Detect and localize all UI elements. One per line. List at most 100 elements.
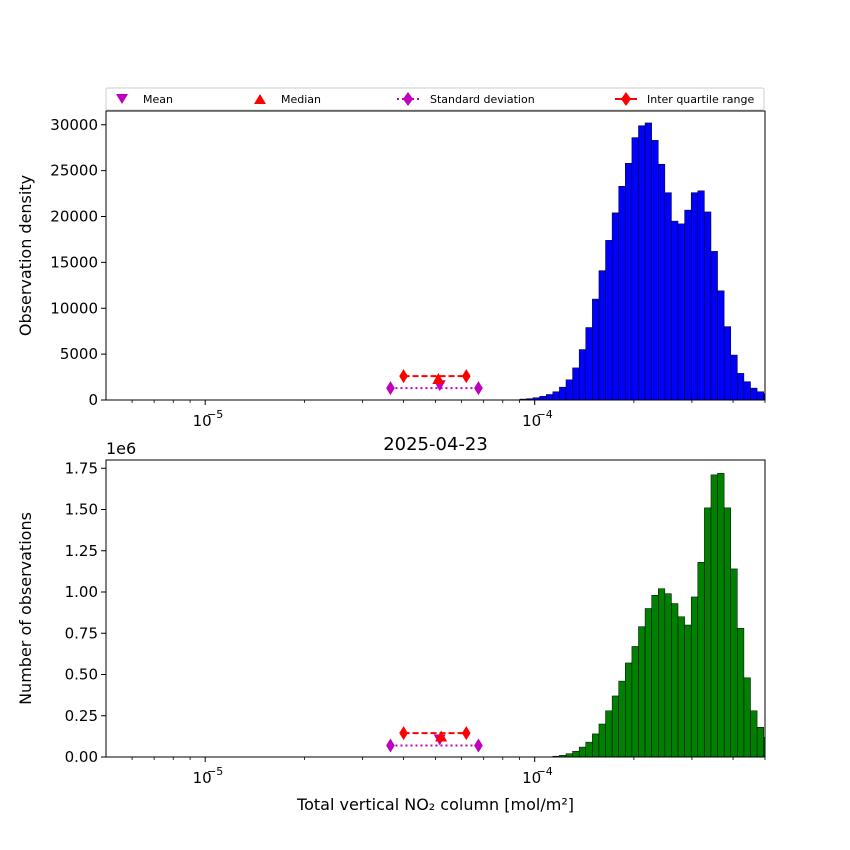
x-tick-exponent: −4: [537, 765, 553, 778]
histogram-bar: [552, 391, 560, 400]
histogram-bar: [816, 399, 823, 400]
y-offset-text: 1e6: [106, 439, 136, 458]
y-axis-label: Observation density: [16, 175, 35, 336]
histogram-bar: [559, 386, 567, 400]
histogram-bar: [690, 192, 699, 400]
histogram-bar: [677, 223, 685, 400]
y-tick-label: 10000: [50, 299, 98, 317]
histogram-bar: [770, 395, 777, 400]
histogram-bar: [658, 588, 666, 757]
histogram-bar: [697, 562, 705, 757]
iqr-upper-marker: [461, 726, 471, 741]
histogram-bar: [770, 744, 777, 757]
histogram-bar: [671, 603, 679, 757]
histogram-bar: [816, 755, 823, 757]
histogram-bar: [763, 393, 765, 400]
histogram-bar: [631, 646, 639, 757]
histogram-bar: [677, 616, 685, 757]
histogram-bar: [545, 394, 554, 400]
y-tick-label: 20000: [50, 208, 98, 226]
x-axis: 10−5 10−4: [131, 400, 766, 430]
histogram-bar: [810, 755, 817, 757]
histogram-bar: [618, 185, 626, 400]
y-tick-label: 1.00: [65, 583, 98, 601]
y-tick-label: 15000: [50, 253, 98, 271]
std-lower-marker: [386, 381, 395, 396]
y-tick-label: 0.75: [65, 624, 98, 642]
histogram-bar: [638, 626, 646, 757]
iqr-marker-icon: [621, 92, 631, 106]
histogram-bar: [651, 595, 659, 757]
iqr-lower-marker: [399, 726, 408, 741]
legend-frame: [105, 87, 765, 111]
histogram-bar: [585, 741, 593, 757]
median-marker-icon: [254, 94, 266, 104]
histogram-bar: [664, 593, 672, 757]
histogram-bar: [625, 662, 633, 757]
iqr-upper-marker: [461, 369, 471, 384]
histogram-bar: [717, 472, 725, 757]
histogram-bar: [723, 507, 731, 757]
y-tick-label: 1.50: [65, 501, 98, 519]
histogram-bar: [710, 474, 718, 757]
x-tick-exponent: −4: [537, 408, 553, 421]
histogram-bar: [598, 270, 606, 400]
histogram-bar: [737, 628, 745, 757]
histogram-bar: [823, 755, 830, 757]
histogram-bar: [618, 680, 626, 757]
histogram-bar: [710, 251, 718, 400]
histogram-bar: [644, 122, 652, 400]
y-tick-label: 0.50: [65, 666, 98, 684]
histogram-bar: [651, 140, 659, 400]
x-tick-exponent: −5: [207, 765, 223, 778]
std-upper-marker: [474, 381, 483, 396]
histogram-bar: [797, 399, 804, 400]
x-tick-label: 10: [522, 412, 541, 430]
histogram-bar: [625, 163, 633, 400]
histogram-bar: [750, 710, 758, 757]
histogram-bar: [664, 192, 672, 400]
histogram-bar: [743, 381, 751, 400]
legend-label-median: Median: [281, 93, 321, 106]
histogram-bar: [743, 677, 751, 757]
histogram-bar: [730, 354, 738, 400]
histogram-bar: [578, 746, 587, 757]
histogram-bar: [783, 397, 790, 400]
mean-marker-icon: [116, 94, 128, 104]
histogram-bar: [684, 209, 692, 400]
y-tick-label: 0: [88, 391, 98, 409]
x-tick-label: 10: [193, 412, 212, 430]
y-axis: 0 5000 10000 15000 20000 25000 30000: [50, 116, 106, 409]
histogram-bar: [737, 373, 745, 400]
legend-label-iqr: Inter quartile range: [647, 93, 754, 106]
histogram-bar: [572, 750, 580, 757]
histogram-bar: [697, 190, 705, 400]
x-axis-label: Total vertical NO₂ column [mol/m²]: [296, 795, 574, 814]
x-tick-label: 10: [193, 769, 212, 787]
histogram-bar: [605, 240, 613, 400]
histogram-bar: [658, 163, 666, 400]
histogram-bar: [836, 756, 843, 757]
histogram-bar: [790, 751, 797, 757]
histogram-bar: [611, 695, 619, 757]
histogram-bar: [644, 608, 652, 757]
y-tick-label: 1.25: [65, 542, 98, 560]
histogram-bar: [777, 747, 784, 757]
histogram-bars: [519, 122, 823, 400]
histogram-bar: [763, 736, 765, 757]
histogram-bar: [730, 568, 738, 757]
y-axis: 0.00 0.25 0.50 0.75 1.00 1.25 1.50 1.75: [65, 459, 106, 766]
histogram-bar: [638, 125, 646, 400]
histogram-bar: [797, 753, 804, 757]
histogram-bars: [552, 472, 843, 757]
std-marker-icon: [403, 92, 413, 106]
histogram-bar: [631, 137, 639, 400]
histogram-bar: [704, 507, 712, 757]
y-tick-label: 30000: [50, 116, 98, 134]
histogram-bar: [777, 396, 784, 400]
histogram-bar: [598, 723, 606, 757]
std-upper-marker: [474, 738, 483, 753]
legend-entry-median: Median: [254, 93, 321, 106]
